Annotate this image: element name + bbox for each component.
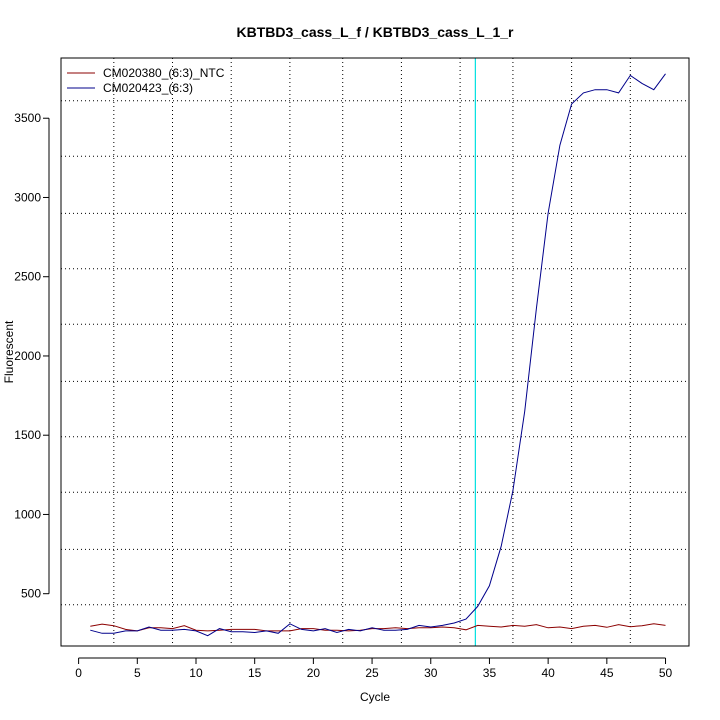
y-tick-label: 1000 — [14, 507, 41, 521]
y-tick-label: 2500 — [14, 270, 41, 284]
x-tick-label: 50 — [659, 666, 673, 680]
plot-frame — [60, 57, 690, 647]
y-tick-label: 500 — [21, 587, 41, 601]
grid — [61, 58, 689, 646]
series-layer — [90, 73, 666, 637]
x-tick-label: 45 — [600, 666, 614, 680]
y-tick-label: 2000 — [14, 349, 41, 363]
x-tick-label: 15 — [248, 666, 262, 680]
x-tick-label: 5 — [134, 666, 141, 680]
x-tick-label: 40 — [541, 666, 555, 680]
y-axis: 500 1000 1500 2000 2500 3000 3500 — [14, 111, 50, 601]
y-tick-label: 3500 — [14, 111, 41, 125]
x-tick-label: 25 — [365, 666, 379, 680]
y-axis-title: Fluorescent — [2, 320, 16, 383]
x-tick-label: 35 — [483, 666, 497, 680]
legend-label-1: CM020380_(6:3)_NTC — [103, 66, 225, 80]
legend-label-2: CM020423_(6:3) — [103, 81, 193, 95]
chart-title: KBTBD3_cass_L_f / KBTBD3_cass_L_1_r — [236, 24, 514, 40]
x-tick-label: 10 — [189, 666, 203, 680]
x-tick-label: 0 — [75, 666, 82, 680]
x-axis-title: Cycle — [360, 690, 390, 704]
y-tick-label: 1500 — [14, 428, 41, 442]
x-tick-label: 20 — [307, 666, 321, 680]
x-axis: 0 5 10 15 20 25 30 35 40 45 50 — [75, 657, 673, 680]
y-tick-label: 3000 — [14, 190, 41, 204]
series-line-2 — [90, 73, 666, 637]
x-tick-label: 30 — [424, 666, 438, 680]
